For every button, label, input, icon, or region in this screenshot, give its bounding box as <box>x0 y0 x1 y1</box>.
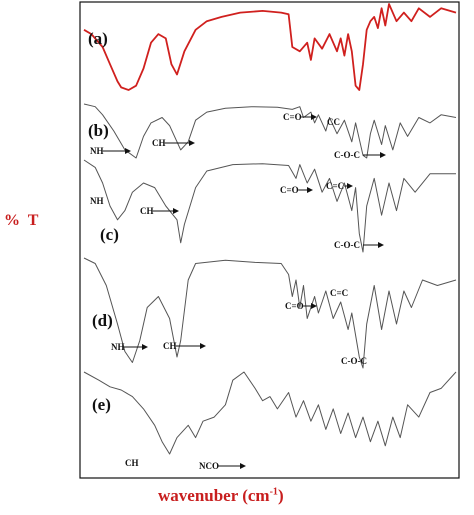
peak-annotation-2-1: NH <box>90 146 104 156</box>
peak-annotation-2-4: CC <box>327 117 340 127</box>
spectra-group: (a) (b) (c) (d) (e) <box>83 3 457 455</box>
peak-annotation-2-3: C=O <box>283 112 302 122</box>
peak-annotation-5-1: CH <box>125 458 139 468</box>
x-axis-label: wavenuber (cm-1) <box>158 486 284 506</box>
peak-annotation-2-5: C-O-C <box>334 150 360 160</box>
annotation-group: NH CH C=O CC C-O-C NH CH C=O C=C C-O-C NH CH C=O C=C C… <box>90 112 386 471</box>
peak-annotation-3-4: C=C <box>326 181 344 191</box>
peak-annotation-2-2: CH <box>152 138 166 148</box>
peak-annotation-4-2: CH <box>163 341 177 351</box>
spectrum-line-3 <box>83 159 456 253</box>
y-axis-label: % T <box>4 212 41 229</box>
x-axis-label-superscript: -1 <box>269 486 278 498</box>
peak-annotation-3-3: C=O <box>280 185 299 195</box>
spectrum-label-5: (e) <box>92 395 111 414</box>
spectrum-label-1: (a) <box>88 29 108 48</box>
spectrum-label-3: (c) <box>100 225 119 244</box>
x-axis-label-close: ) <box>277 486 284 505</box>
spectrum-label-2: (b) <box>88 121 109 140</box>
spectrum-line-5 <box>83 371 457 455</box>
peak-annotation-4-5: C-O-C <box>341 356 367 366</box>
plot-frame <box>79 1 460 479</box>
peak-annotation-3-1: NH <box>90 196 104 206</box>
peak-annotation-4-1: NH <box>111 342 125 352</box>
spectrum-label-4: (d) <box>92 311 113 330</box>
peak-annotation-5-2: NCO <box>199 461 219 471</box>
spectrum-line-2 <box>83 103 457 159</box>
x-axis-label-text: wavenuber (cm <box>158 486 270 505</box>
peak-annotation-3-5: C-O-C <box>334 240 360 250</box>
peak-annotation-3-2: CH <box>140 206 154 216</box>
spectrum-line-4 <box>83 257 457 369</box>
peak-annotation-4-3: C=O <box>285 301 304 311</box>
peak-annotation-4-4: C=C <box>330 288 348 298</box>
spectrum-line-1 <box>83 3 457 91</box>
